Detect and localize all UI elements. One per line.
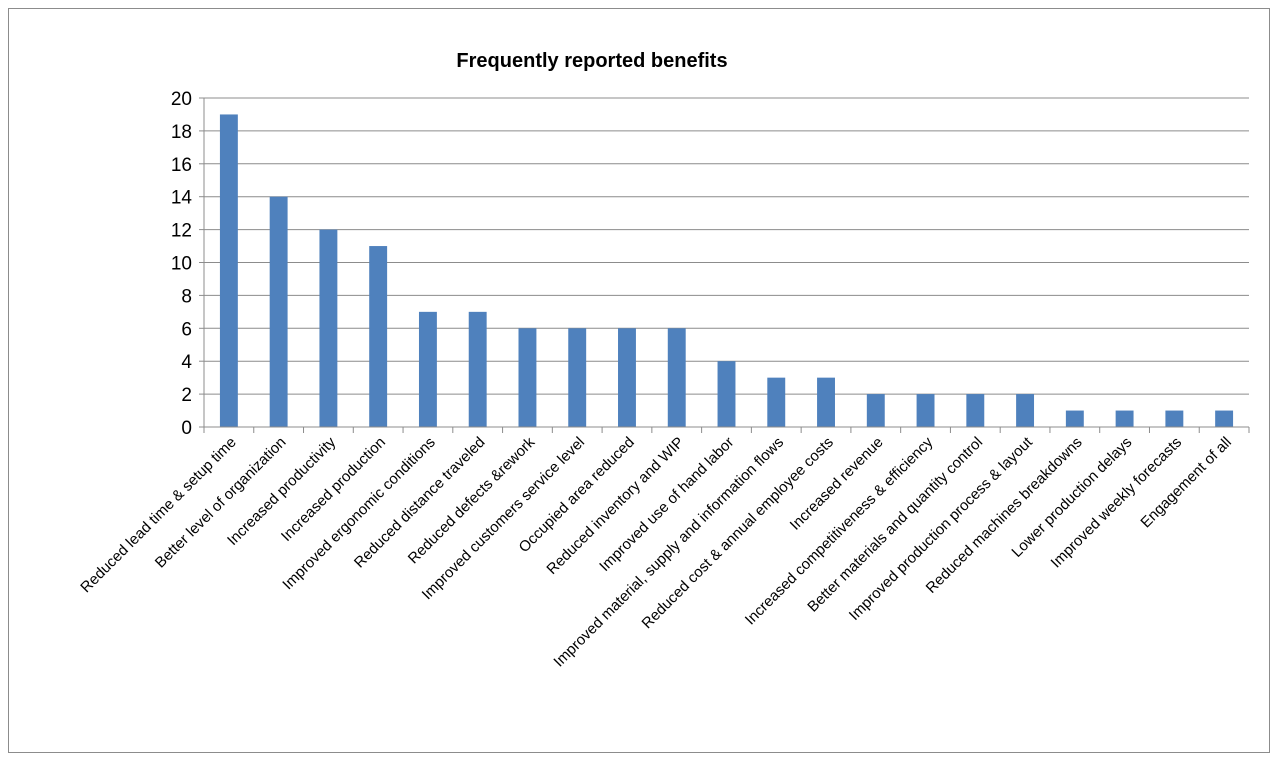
y-tick-label: 4: [181, 352, 192, 373]
x-tick-label: Engagement of all: [1137, 434, 1235, 532]
y-tick-label: 18: [171, 122, 192, 143]
bar: [518, 328, 537, 427]
chart-title: Frequently reported benefits: [456, 50, 727, 72]
y-tick-label: 8: [181, 286, 192, 307]
x-tick-label: Improved production process & layout: [846, 433, 1037, 624]
bar: [1065, 410, 1084, 427]
y-tick-label: 2: [181, 385, 192, 406]
bar: [269, 196, 288, 427]
bar: [717, 361, 736, 427]
bar: [916, 394, 935, 427]
bar: [767, 377, 786, 427]
bar: [817, 377, 835, 427]
x-tick-label: Increased competitiveness & efficiency: [742, 433, 937, 628]
bar: [1115, 410, 1134, 427]
x-tick-label: Better materials and quantity control: [804, 434, 986, 616]
chart-frame: Frequently reported benefits 0 2 4 6 8 10 12 14…: [8, 8, 1270, 753]
y-tick-label: 0: [181, 418, 192, 439]
bar: [618, 328, 636, 427]
bar: [369, 246, 388, 427]
x-tick-label: Improved material, supply and informatio…: [550, 434, 787, 671]
y-tick-label: 14: [171, 188, 193, 209]
y-tick-label: 10: [171, 254, 192, 275]
bar: [1165, 410, 1184, 427]
bar-chart: Frequently reported benefits 0 2 4 6 8 10 12 14…: [77, 50, 1250, 671]
bar: [319, 229, 338, 427]
bar: [568, 328, 587, 427]
y-axis: 0 2 4 6 8 10 12 14 16 18 20: [171, 89, 205, 439]
bar: [418, 311, 437, 427]
bar: [667, 328, 686, 427]
bar: [966, 394, 985, 427]
y-tick-label: 12: [171, 221, 192, 242]
bar: [468, 311, 487, 427]
grid-lines: [204, 97, 1249, 395]
bar: [1016, 394, 1035, 427]
bar: [866, 394, 885, 427]
y-tick-label: 20: [171, 89, 192, 110]
bars: [219, 114, 1234, 427]
bar: [219, 114, 238, 427]
y-tick-label: 6: [181, 319, 192, 340]
y-tick-label: 16: [171, 155, 192, 176]
x-tick-label: Increased revenue: [787, 434, 887, 534]
bar: [1215, 410, 1234, 427]
